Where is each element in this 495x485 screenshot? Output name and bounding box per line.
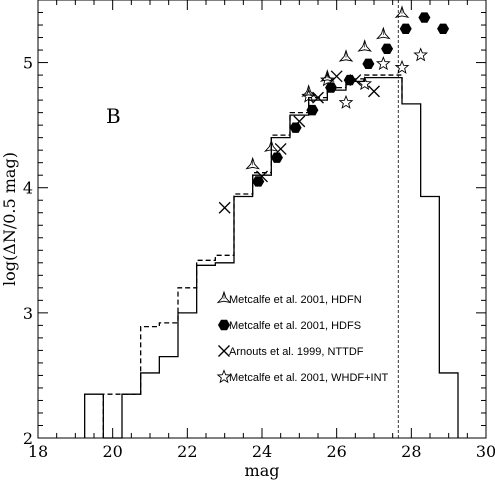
y-axis-label: log(ΔN/0.5 mag) bbox=[0, 152, 19, 286]
cross-stroke bbox=[330, 70, 343, 83]
cross-point bbox=[312, 91, 324, 104]
cross-point bbox=[330, 70, 343, 83]
hexagon-point bbox=[399, 23, 412, 34]
tri-star-outline bbox=[245, 156, 260, 170]
star-point bbox=[413, 47, 429, 62]
y-tick-labels: 2 3 4 5 bbox=[23, 54, 33, 448]
hexagon-point bbox=[381, 43, 394, 54]
cross-point bbox=[256, 170, 268, 183]
tri-star-outline bbox=[216, 290, 232, 304]
x-tick-label: 20 bbox=[102, 442, 122, 461]
hexagon-point bbox=[289, 122, 302, 133]
x-axis-label: mag bbox=[245, 461, 280, 480]
tri-star-point bbox=[264, 139, 279, 152]
series-cross bbox=[218, 70, 380, 214]
cross-stroke bbox=[218, 345, 230, 357]
legend-marker-star bbox=[216, 369, 232, 384]
panel-label: B bbox=[106, 104, 121, 128]
hexagon-point bbox=[418, 12, 431, 23]
tri-star-point bbox=[357, 39, 372, 52]
tri-star-outline bbox=[394, 5, 410, 19]
legend-marker-hexagon bbox=[218, 319, 230, 331]
cross-stroke bbox=[218, 201, 231, 214]
tri-star-outline bbox=[264, 139, 279, 152]
x-tick-label: 30 bbox=[476, 442, 495, 461]
cross-stroke bbox=[312, 91, 324, 104]
hexagon-point bbox=[306, 104, 319, 116]
star-point bbox=[394, 59, 410, 74]
tri-star-point bbox=[376, 26, 391, 40]
tri-star-outline bbox=[320, 69, 335, 82]
data-points bbox=[218, 5, 450, 214]
star-point bbox=[319, 72, 335, 87]
tri-star-outline bbox=[357, 39, 372, 52]
cross-stroke bbox=[349, 74, 362, 87]
x-tick-label: 22 bbox=[177, 442, 197, 461]
tri-star-point bbox=[245, 156, 260, 170]
hexagon-point bbox=[270, 152, 283, 163]
x-tick-labels: 18 20 22 24 26 28 30 bbox=[28, 442, 495, 461]
star-point bbox=[357, 76, 373, 91]
cross-stroke bbox=[368, 85, 380, 98]
tick-marks bbox=[37, 0, 487, 439]
legend-label: Metcalfe et al. 2001, WHDF+INT bbox=[229, 372, 389, 384]
y-tick-label: 2 bbox=[23, 429, 33, 448]
x-tick-label: 28 bbox=[401, 442, 421, 461]
cross-point bbox=[274, 142, 287, 155]
tri-star-point bbox=[338, 49, 354, 62]
tri-star-outline bbox=[376, 26, 391, 40]
hexagon-point bbox=[325, 82, 338, 93]
hexagon-point bbox=[252, 176, 265, 187]
y-tick-label: 5 bbox=[23, 54, 33, 73]
cross-stroke bbox=[274, 142, 287, 155]
cross-point bbox=[349, 74, 362, 87]
x-tick-label: 24 bbox=[252, 442, 272, 461]
cross-point bbox=[218, 201, 231, 214]
hexagon-point bbox=[362, 58, 375, 70]
y-tick-label: 3 bbox=[23, 304, 33, 323]
series-star bbox=[301, 47, 429, 109]
series-hexagon bbox=[252, 12, 450, 187]
legend-label: Metcalfe et al. 2001, HDFS bbox=[229, 320, 361, 332]
tri-star-outline bbox=[301, 84, 316, 97]
legend-label: Arnouts et al. 1999, NTTDF bbox=[229, 346, 364, 358]
cross-point bbox=[368, 85, 380, 98]
cross-stroke bbox=[256, 170, 268, 183]
legend-label: Metcalfe et al. 2001, HDFN bbox=[229, 294, 362, 306]
cross-stroke bbox=[293, 115, 306, 128]
hexagon-point bbox=[437, 23, 450, 34]
x-tick-label: 18 bbox=[28, 442, 48, 461]
x-tick-label: 26 bbox=[326, 442, 346, 461]
tri-star-point bbox=[394, 5, 410, 19]
cross-point bbox=[293, 115, 306, 128]
y-tick-label: 4 bbox=[23, 179, 33, 198]
star-point bbox=[375, 56, 391, 71]
star-point bbox=[301, 88, 317, 103]
legend-marker-cross bbox=[218, 345, 230, 357]
tri-star-outline bbox=[338, 49, 354, 62]
legend-marker-tri-star bbox=[216, 290, 232, 304]
star-point bbox=[338, 94, 354, 109]
legend: Metcalfe et al. 2001, HDFN Metcalfe et al… bbox=[216, 290, 389, 384]
